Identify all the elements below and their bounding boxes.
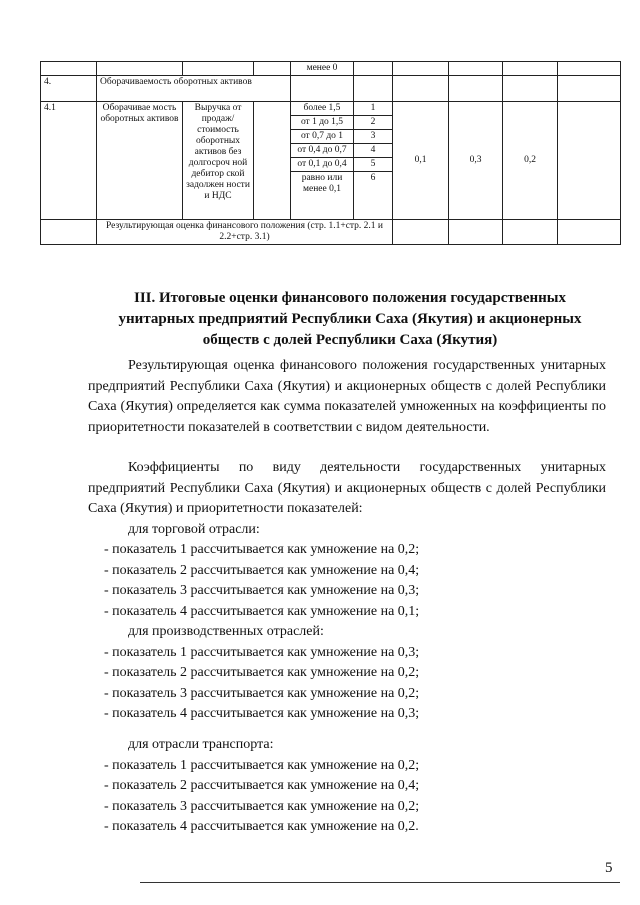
row-number: 4. <box>40 75 97 102</box>
list-item: - показатель 3 рассчитывается как умноже… <box>104 686 420 701</box>
list-item: - показатель 3 рассчитывается как умноже… <box>104 799 420 814</box>
section-title: Оборачиваемость оборотных активов <box>96 75 291 102</box>
coef-cell: 0,2 <box>502 101 558 220</box>
indicator-table: менее 0 4. Оборачиваемость оборотных акти… <box>40 61 621 245</box>
indicator-formula: Выручка от продаж/ стоимость оборотных а… <box>182 101 254 220</box>
group-title: для отрасли транспорта: <box>128 737 274 752</box>
score-cell: 4 <box>353 143 393 158</box>
coef-cell: 0,3 <box>448 101 503 220</box>
list-item: - показатель 1 рассчитывается как умноже… <box>104 645 420 660</box>
group-title: для производственных отраслей: <box>128 624 324 639</box>
table-row: Результирующая оценка финансового положе… <box>40 219 621 245</box>
section-heading: III. Итоговые оценки финансового положен… <box>118 290 582 348</box>
list-item: - показатель 4 рассчитывается как умноже… <box>104 706 420 721</box>
score-cell: 2 <box>353 115 393 130</box>
list-item: - показатель 1 рассчитывается как умноже… <box>104 758 420 773</box>
list-item: - показатель 4 рассчитывается как умноже… <box>104 604 420 619</box>
range-cell: более 1,5 <box>290 101 354 116</box>
list-item: - показатель 2 рассчитывается как умноже… <box>104 563 420 578</box>
list-item: - показатель 4 рассчитывается как умноже… <box>104 819 419 834</box>
list-item: - показатель 2 рассчитывается как умноже… <box>104 665 420 680</box>
range-cell: равно или менее 0,1 <box>290 171 354 220</box>
indicator-name: Оборачивае мость оборотных активов <box>96 101 183 220</box>
table-row: 4. Оборачиваемость оборотных активов <box>40 75 621 102</box>
footer-rule <box>140 882 620 883</box>
list-item: - показатель 2 рассчитывается как умноже… <box>104 778 420 793</box>
group-title: для торговой отрасли: <box>128 522 260 537</box>
result-label: Результирующая оценка финансового положе… <box>96 219 393 245</box>
list-item: - показатель 3 рассчитывается как умноже… <box>104 583 420 598</box>
range-cell: от 1 до 1,5 <box>290 115 354 130</box>
score-cell: 3 <box>353 129 393 144</box>
range-cell: менее 0 <box>290 61 354 76</box>
table-row: 4.1 Оборачивае мость оборотных активов В… <box>40 101 621 220</box>
table-row: менее 0 <box>40 61 621 76</box>
coef-cell: 0,1 <box>392 101 449 220</box>
score-cell: 6 <box>353 171 393 220</box>
paragraph: Коэффициенты по виду деятельности госуда… <box>88 460 606 516</box>
page-number: 5 <box>605 860 613 876</box>
paragraph: Результирующая оценка финансового положе… <box>88 358 606 435</box>
range-cell: от 0,4 до 0,7 <box>290 143 354 158</box>
score-cell: 1 <box>353 101 393 116</box>
range-cell: от 0,7 до 1 <box>290 129 354 144</box>
list-item: - показатель 1 рассчитывается как умноже… <box>104 542 420 557</box>
row-number: 4.1 <box>40 101 97 220</box>
range-cell: от 0,1 до 0,4 <box>290 157 354 172</box>
score-cell: 5 <box>353 157 393 172</box>
